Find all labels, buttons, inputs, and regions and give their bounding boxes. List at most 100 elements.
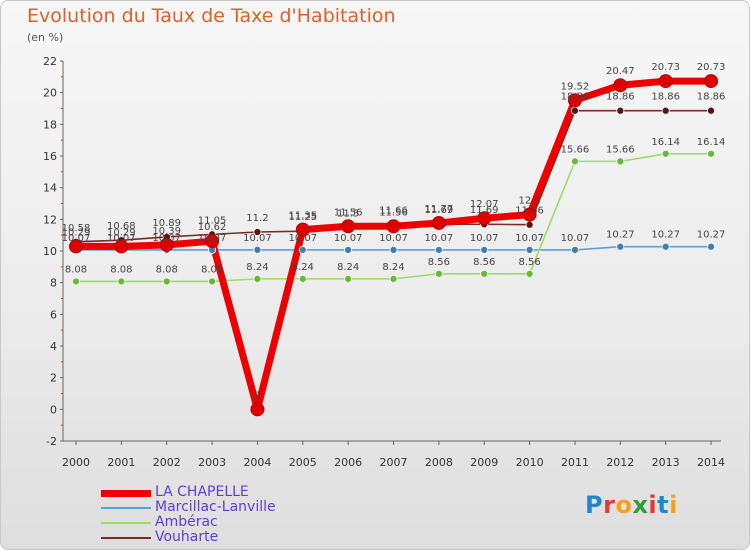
data-label: 11.66 <box>515 206 544 217</box>
data-label: 11.77 <box>425 204 454 215</box>
data-label: 20.73 <box>697 62 726 73</box>
data-label: 10.07 <box>62 233 91 244</box>
data-label: 8.08 <box>201 264 223 275</box>
y-tick-label: 16 <box>43 150 57 163</box>
data-label: 11.56 <box>334 207 363 218</box>
data-label: 0 <box>254 390 260 401</box>
data-label: 11.56 <box>379 207 408 218</box>
data-point <box>525 245 534 254</box>
data-label: 20.47 <box>606 66 635 77</box>
x-tick-label: 2009 <box>470 456 498 469</box>
data-label: 10.62 <box>198 222 227 233</box>
x-tick-label: 2001 <box>107 456 135 469</box>
data-label: 8.56 <box>473 257 495 268</box>
data-label: 12.3 <box>518 196 540 207</box>
data-label: 11.66 <box>379 206 408 217</box>
y-tick-label: 22 <box>43 55 57 68</box>
data-label: 19.52 <box>561 81 590 92</box>
data-point <box>661 242 670 251</box>
data-point <box>250 402 265 417</box>
data-point <box>616 242 625 251</box>
data-point <box>707 106 716 115</box>
data-label: 10.89 <box>152 218 181 229</box>
data-label: 10.27 <box>651 230 680 241</box>
data-point <box>480 245 489 254</box>
data-label: 11.05 <box>198 215 227 226</box>
data-point <box>658 74 673 89</box>
data-point <box>570 106 579 115</box>
data-label: 10.27 <box>606 230 635 241</box>
data-point <box>707 149 716 158</box>
chart-axes: -2 0 2 4 6 8 10 12 14 16 18 20 22 2000 2001 2002 2003 200… <box>43 55 725 469</box>
y-tick-label: 4 <box>50 340 57 353</box>
x-tick-label: 2003 <box>198 456 226 469</box>
data-label: 16.14 <box>697 137 726 148</box>
data-point <box>477 211 492 226</box>
data-label: 10.27 <box>697 230 726 241</box>
data-point <box>704 74 719 89</box>
data-label: 8.56 <box>428 257 450 268</box>
y-tick-label: 2 <box>50 372 57 385</box>
data-point <box>162 277 171 286</box>
data-point <box>344 245 353 254</box>
x-tick-label: 2004 <box>243 456 271 469</box>
data-point <box>389 274 398 283</box>
data-point <box>480 269 489 278</box>
data-point <box>567 93 582 108</box>
data-point <box>434 269 443 278</box>
data-point <box>159 237 174 252</box>
series-markers <box>69 74 719 417</box>
data-point <box>72 277 81 286</box>
data-label: 8.08 <box>156 264 178 275</box>
data-point <box>253 245 262 254</box>
legend-label: Ambérac <box>155 514 218 530</box>
data-label: 10.07 <box>470 233 499 244</box>
data-point <box>253 227 262 236</box>
data-point <box>114 239 129 254</box>
y-tick-label: 18 <box>43 118 57 131</box>
data-label: 20.73 <box>651 62 680 73</box>
data-label: 10.07 <box>425 233 454 244</box>
data-label: 8.08 <box>65 264 87 275</box>
data-label: 10.29 <box>107 227 136 238</box>
data-point <box>431 215 446 230</box>
logo-letter: r <box>603 491 616 519</box>
legend-label: LA CHAPELLE <box>155 484 249 500</box>
data-point <box>389 245 398 254</box>
data-label: 10.07 <box>107 233 136 244</box>
data-label: 16.14 <box>651 137 680 148</box>
data-label: 8.08 <box>110 264 132 275</box>
data-label: 18.86 <box>606 92 635 103</box>
series-data-labels: 10.07 10.07 10.07 10.07 10.07 10.07 10.07 10.07… <box>62 62 726 401</box>
data-label: 15.66 <box>561 144 590 155</box>
y-tick-label: -2 <box>46 435 57 448</box>
data-label: 11.69 <box>425 205 454 216</box>
data-label: 11.69 <box>470 205 499 216</box>
logo-letter: t <box>657 491 670 519</box>
y-tick-label: 20 <box>43 87 57 100</box>
data-point <box>525 269 534 278</box>
legend-swatch <box>101 537 151 539</box>
x-tick-label: 2007 <box>380 456 408 469</box>
data-label: 10.29 <box>62 227 91 238</box>
data-label: 10.58 <box>62 223 91 234</box>
y-tick-label: 8 <box>50 277 57 290</box>
data-point <box>298 274 307 283</box>
data-point <box>298 245 307 254</box>
data-point <box>570 245 579 254</box>
x-tick-label: 2005 <box>289 456 317 469</box>
y-tick-label: 14 <box>43 182 57 195</box>
chart-unit-label: (en %) <box>27 31 64 44</box>
data-point <box>613 78 628 93</box>
data-point <box>522 207 537 222</box>
data-point <box>208 277 217 286</box>
data-label: 10.07 <box>152 233 181 244</box>
data-label: 11.25 <box>288 212 317 223</box>
data-label: 10.07 <box>243 233 272 244</box>
proxiti-logo: Proxiti <box>585 491 678 519</box>
legend-swatch <box>101 490 151 497</box>
data-point <box>707 242 716 251</box>
x-tick-label: 2002 <box>153 456 181 469</box>
